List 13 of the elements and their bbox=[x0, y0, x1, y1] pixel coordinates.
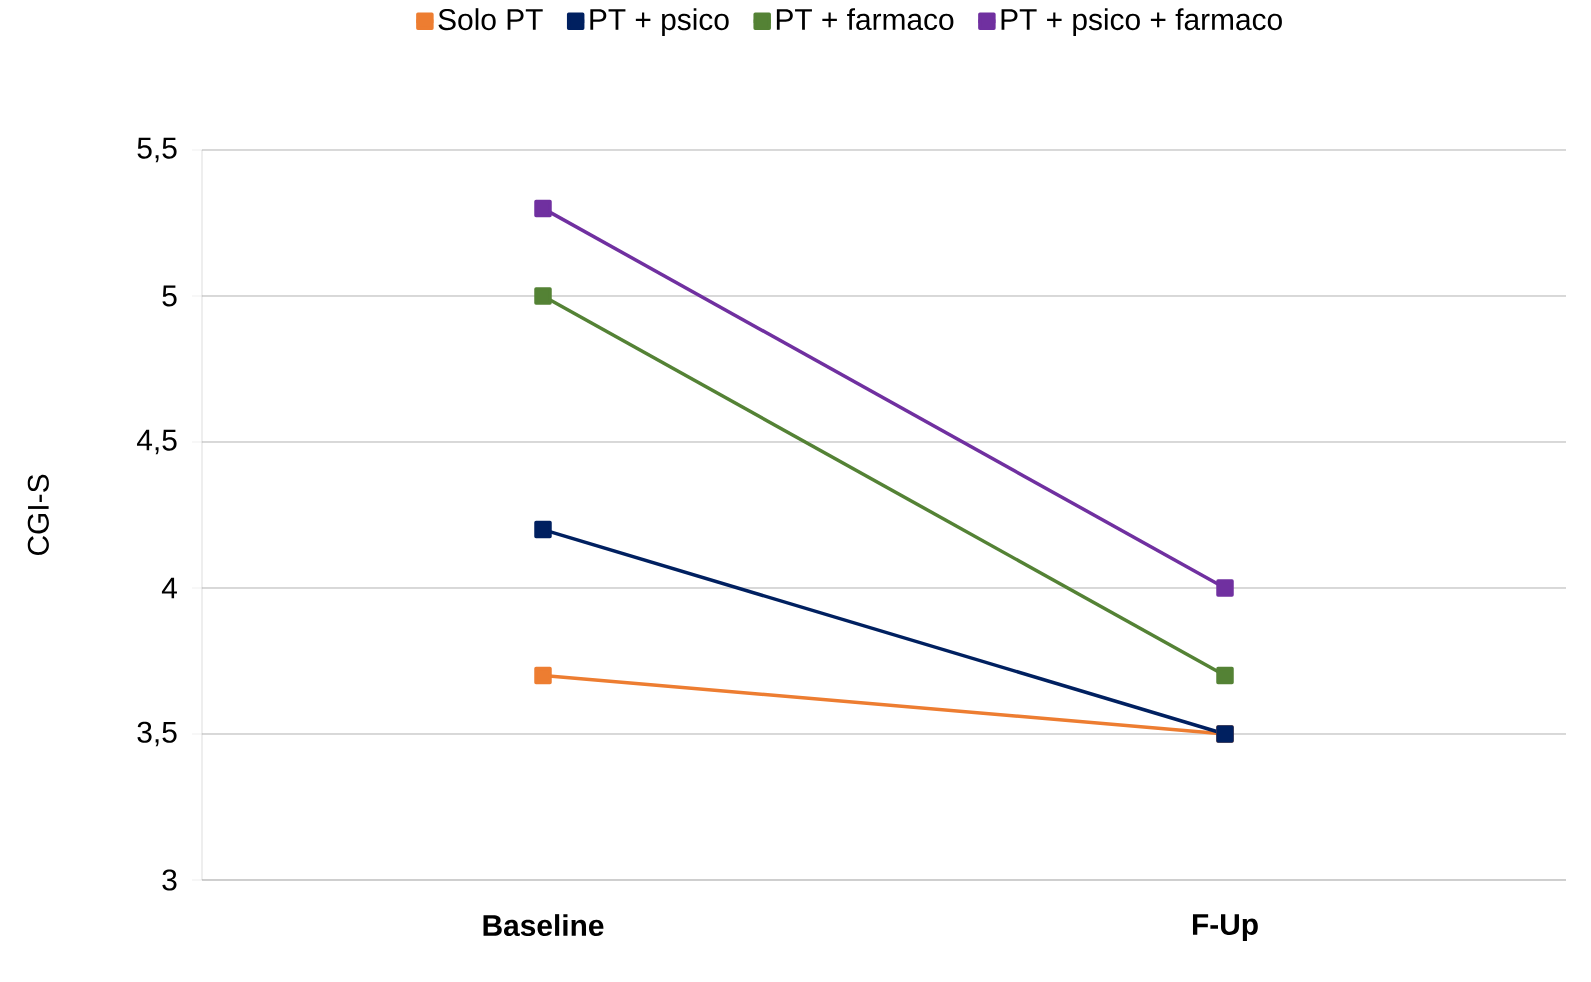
y-axis-title: CGI-S bbox=[27, 474, 49, 555]
x-tick-label: F-Up bbox=[1192, 914, 1258, 941]
x-tick-label: Baseline bbox=[483, 914, 604, 937]
y-tick-label: 4,5 bbox=[136, 429, 177, 455]
y-tick-label: 3,5 bbox=[137, 721, 177, 747]
y-tick-label: 5 bbox=[162, 285, 177, 307]
legend-label: Solo PT bbox=[438, 8, 543, 31]
legend-label: PT + psico + farmaco bbox=[1001, 8, 1282, 37]
y-tick-label: 3 bbox=[162, 869, 177, 891]
y-tick-label: 5,5 bbox=[137, 137, 177, 163]
legend-label: PT + farmaco bbox=[776, 8, 954, 31]
y-tick-label: 4 bbox=[161, 577, 177, 599]
legend-label: PT + psico bbox=[590, 8, 729, 37]
